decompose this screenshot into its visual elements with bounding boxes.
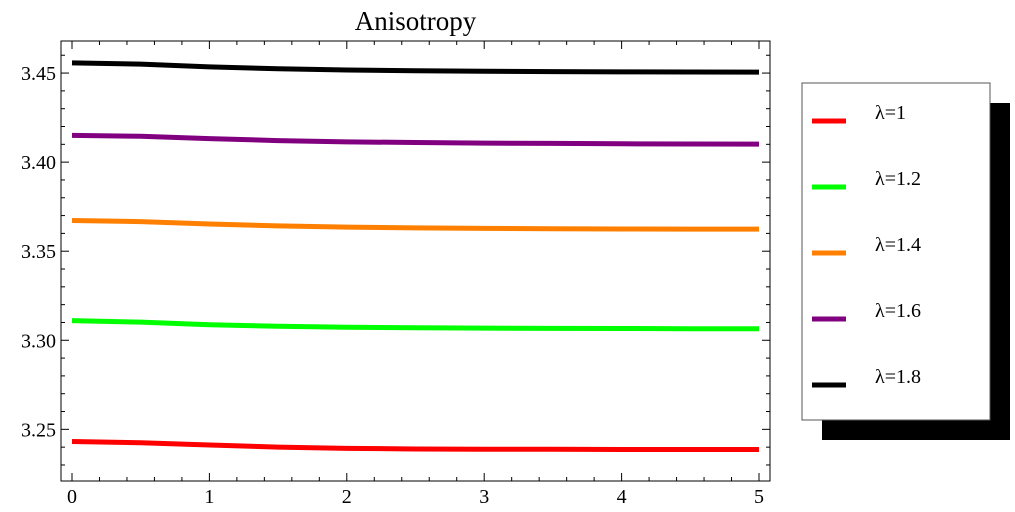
series-line: [71, 318, 760, 332]
y-tick-label: 3.35: [21, 241, 56, 263]
x-tick-label: 5: [754, 486, 764, 508]
x-tick-label: 4: [617, 486, 627, 508]
legend-label: λ=1.4: [875, 234, 921, 256]
series-line: [71, 60, 760, 75]
y-tick-labels: 3.25 3.30 3.35 3.40 3.45: [21, 63, 56, 441]
y-tick-label: 3.30: [21, 330, 56, 352]
series-line: [71, 438, 760, 452]
series-line: [71, 132, 760, 147]
legend-items: λ=1 λ=1.2 λ=1.4 λ=1.6 λ=1.8: [812, 102, 921, 388]
x-tick-label: 3: [479, 486, 489, 508]
x-tick-label: 0: [67, 486, 77, 508]
legend-label: λ=1.8: [875, 366, 921, 388]
y-tick-label: 3.25: [21, 419, 56, 441]
legend: λ=1 λ=1.2 λ=1.4 λ=1.6 λ=1.8: [801, 82, 1010, 440]
legend-label: λ=1.6: [875, 300, 921, 322]
plot-frame: [60, 40, 771, 482]
chart-title: Anisotropy: [355, 6, 477, 36]
x-tick-label: 1: [204, 486, 214, 508]
axis-ticks: [61, 41, 770, 481]
series-lines: [71, 60, 760, 452]
y-tick-label: 3.45: [21, 63, 56, 85]
y-tick-label: 3.40: [21, 152, 56, 174]
legend-label: λ=1.2: [875, 168, 921, 190]
legend-label: λ=1: [875, 102, 906, 124]
series-line: [71, 218, 760, 232]
x-tick-labels: 0 1 2 3 4 5: [67, 486, 764, 508]
x-tick-label: 2: [342, 486, 352, 508]
